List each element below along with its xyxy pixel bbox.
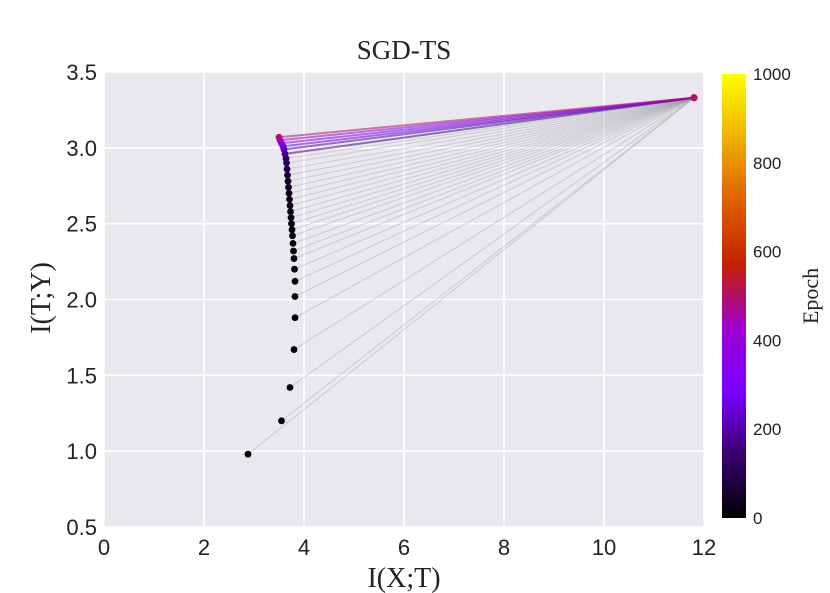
connector-line [294, 97, 695, 270]
hidden-layer-point [284, 171, 291, 179]
x-tick-label: 0 [98, 535, 110, 560]
colorbar-tick-label: 600 [753, 243, 781, 262]
data-points [244, 94, 698, 458]
colorbar-tick-label: 200 [753, 420, 781, 439]
connector-line [289, 97, 695, 200]
x-axis-label: I(X;T) [367, 563, 440, 593]
connector-line [278, 96, 695, 139]
colorbar-tick-label: 800 [753, 154, 781, 173]
hidden-layer-point [288, 220, 295, 228]
hidden-layer-point [291, 293, 299, 300]
connector-line [293, 97, 695, 260]
hidden-layer-point [286, 202, 294, 209]
connector-line [287, 97, 695, 176]
connector-line [293, 97, 695, 351]
connector-line [281, 97, 695, 422]
connector-line [294, 97, 695, 282]
y-tick-label: 1.0 [66, 439, 97, 464]
y-tick-label: 3.0 [66, 136, 97, 161]
connector-line [293, 97, 695, 252]
colorbar-tick-label: 0 [753, 509, 762, 528]
chart-title: SGD-TS [357, 35, 452, 65]
connector-line [286, 97, 695, 170]
x-tick-label: 2 [198, 535, 210, 560]
hidden-layer-point [291, 277, 299, 285]
x-tick-label: 8 [498, 535, 510, 560]
hidden-layer-point [287, 214, 295, 222]
y-axis-label: I(T;Y) [26, 262, 57, 334]
y-tick-label: 2.0 [66, 288, 97, 313]
x-tick-label: 10 [592, 535, 616, 560]
hidden-layer-point [288, 226, 296, 234]
hidden-layer-point [275, 133, 283, 141]
colorbar-label: Epoch [798, 268, 823, 324]
y-tick-label: 0.5 [66, 515, 97, 540]
connector-line [290, 97, 695, 219]
connector-line [291, 97, 695, 225]
connector-lines [247, 96, 695, 455]
output-layer-point [690, 94, 698, 102]
connector-line [292, 97, 695, 244]
hidden-layer-point [286, 384, 294, 391]
connector-line [291, 97, 695, 231]
connector-line [287, 97, 695, 182]
colorbar [722, 74, 746, 518]
connector-line [292, 97, 695, 237]
connector-line [289, 97, 695, 388]
connector-line [286, 97, 695, 164]
connector-line [288, 97, 695, 194]
hidden-layer-point [290, 255, 298, 262]
hidden-layer-point [283, 165, 291, 173]
hidden-layer-point [278, 417, 285, 425]
y-tick-label: 3.5 [66, 60, 97, 85]
y-tick-labels: 0.5 1.0 1.5 2.0 2.5 3.0 3.5 [66, 60, 97, 540]
colorbar-tick-labels: 0 200 400 600 800 1000 [753, 65, 791, 528]
colorbar-tick-label: 1000 [753, 65, 791, 84]
hidden-layer-point [285, 189, 293, 197]
connector-line [294, 97, 695, 298]
connector-line [288, 97, 695, 188]
hidden-layer-point [244, 450, 252, 458]
hidden-layer-point [291, 265, 298, 273]
y-tick-label: 1.5 [66, 363, 97, 388]
y-tick-label: 2.5 [66, 212, 97, 237]
connector-line [247, 97, 695, 455]
x-tick-label: 4 [298, 535, 310, 560]
connector-line [289, 97, 695, 207]
hidden-layer-point [290, 247, 297, 255]
colorbar-tick-label: 400 [753, 331, 781, 350]
hidden-layer-point [289, 232, 296, 240]
x-tick-label: 6 [398, 535, 410, 560]
x-tick-label: 12 [692, 535, 716, 560]
hidden-layer-point [284, 177, 292, 185]
hidden-layer-point [290, 346, 298, 353]
hidden-layer-point [285, 183, 292, 191]
connector-line [290, 97, 695, 213]
connector-line [294, 97, 695, 319]
hidden-layer-point [291, 314, 299, 322]
x-tick-labels: 0 2 4 6 8 10 12 [98, 535, 716, 560]
hidden-layer-point [286, 196, 293, 203]
hidden-layer-point [287, 208, 294, 215]
hidden-layer-point [289, 239, 297, 247]
